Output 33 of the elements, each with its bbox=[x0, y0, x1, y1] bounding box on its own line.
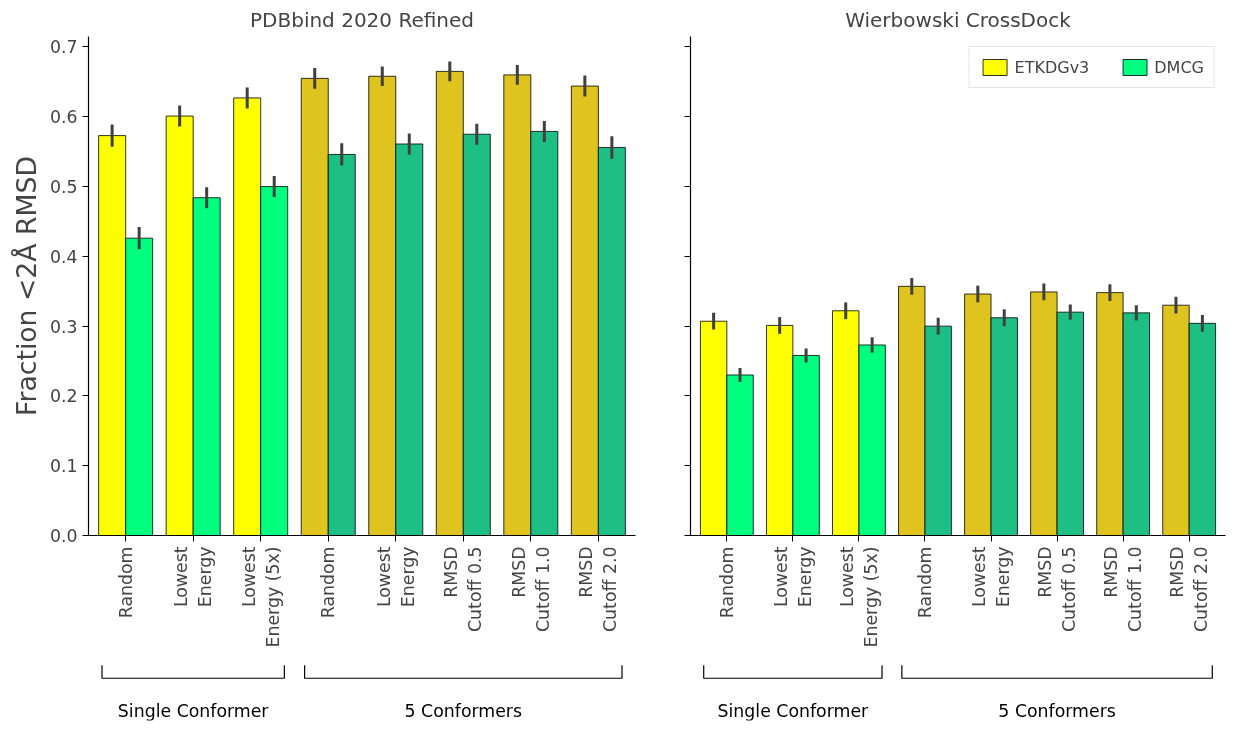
legend-label: ETKDGv3 bbox=[1014, 57, 1090, 77]
legend-label: DMCG bbox=[1154, 57, 1204, 77]
x-tick-label: Lowest Energy (5x) bbox=[238, 546, 283, 648]
x-tick-label: RMSD Cutoff 0.5 bbox=[1035, 546, 1080, 632]
x-tick-label: Lowest Energy (5x) bbox=[836, 546, 881, 648]
text: Single Conformer bbox=[717, 700, 870, 721]
x-tick-label: Random bbox=[716, 546, 737, 619]
text: 5 Conformers bbox=[404, 700, 523, 721]
y-axis-title: Fraction <2Å RMSD bbox=[10, 156, 42, 416]
chart-title: Wierbowski CrossDock bbox=[845, 7, 1072, 32]
y-tick-label: 0.5 bbox=[49, 177, 78, 198]
x-tick-label: RMSD Cutoff 1.0 bbox=[508, 546, 553, 632]
y-tick-label: 0.6 bbox=[49, 107, 78, 128]
x-tick-label: RMSD Cutoff 0.5 bbox=[441, 546, 486, 632]
x-tick-label: RMSD Cutoff 2.0 bbox=[576, 546, 621, 632]
y-tick-label: 0.0 bbox=[49, 526, 78, 546]
x-tick-label: RMSD Cutoff 2.0 bbox=[1167, 546, 1212, 632]
x-tick-label: Lowest Energy bbox=[171, 546, 216, 608]
text: Single Conformer bbox=[117, 700, 270, 721]
y-tick-label: 0.3 bbox=[49, 316, 78, 337]
x-tick-label: Lowest Energy bbox=[969, 546, 1014, 608]
y-tick-label: 0.4 bbox=[49, 246, 78, 267]
x-tick-label: Random bbox=[115, 546, 136, 619]
x-tick-label: Lowest Energy bbox=[373, 546, 418, 608]
y-tick-label: 0.1 bbox=[49, 456, 78, 477]
x-tick-label: Random bbox=[914, 546, 935, 619]
x-tick-label: RMSD Cutoff 1.0 bbox=[1101, 546, 1146, 632]
chart-title: PDBbind 2020 Refined bbox=[250, 7, 474, 32]
text: 5 Conformers bbox=[998, 700, 1116, 721]
x-tick-label: Random bbox=[318, 546, 339, 619]
x-tick-label: Lowest Energy bbox=[770, 546, 815, 608]
y-tick-label: 0.7 bbox=[49, 37, 78, 58]
y-tick-label: 0.2 bbox=[49, 386, 78, 407]
